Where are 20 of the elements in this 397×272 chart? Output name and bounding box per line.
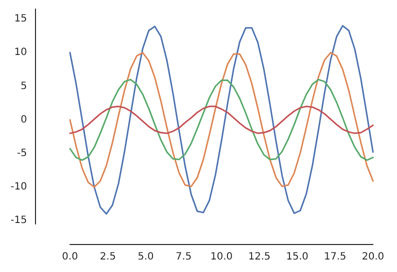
x-tick-label: 15.0 — [286, 252, 308, 262]
y-tick-label: -10 — [10, 182, 27, 193]
x-tick-label: 20.0 — [362, 252, 384, 262]
x-tick-label: 17.5 — [324, 252, 346, 262]
x-tick-label: 10.0 — [210, 252, 233, 262]
y-tick-label: 5 — [20, 80, 27, 92]
line-series — [69, 52, 374, 188]
y-tick-label: 10 — [14, 47, 27, 58]
line-series — [69, 106, 374, 134]
y-tick-label: -5 — [17, 148, 27, 159]
x-tick-label: 0.0 — [62, 252, 78, 262]
y-tick-label: -15 — [10, 215, 27, 226]
x-tick-label: 7.5 — [176, 252, 192, 262]
line-series — [69, 25, 374, 215]
line-series — [69, 78, 374, 161]
x-tick-label: 5.0 — [138, 252, 154, 262]
y-tick-label: 0 — [20, 114, 27, 126]
x-tick-label: 2.5 — [100, 252, 116, 262]
x-tick-label: 12.5 — [248, 252, 271, 262]
y-tick-label: 15 — [14, 14, 27, 25]
